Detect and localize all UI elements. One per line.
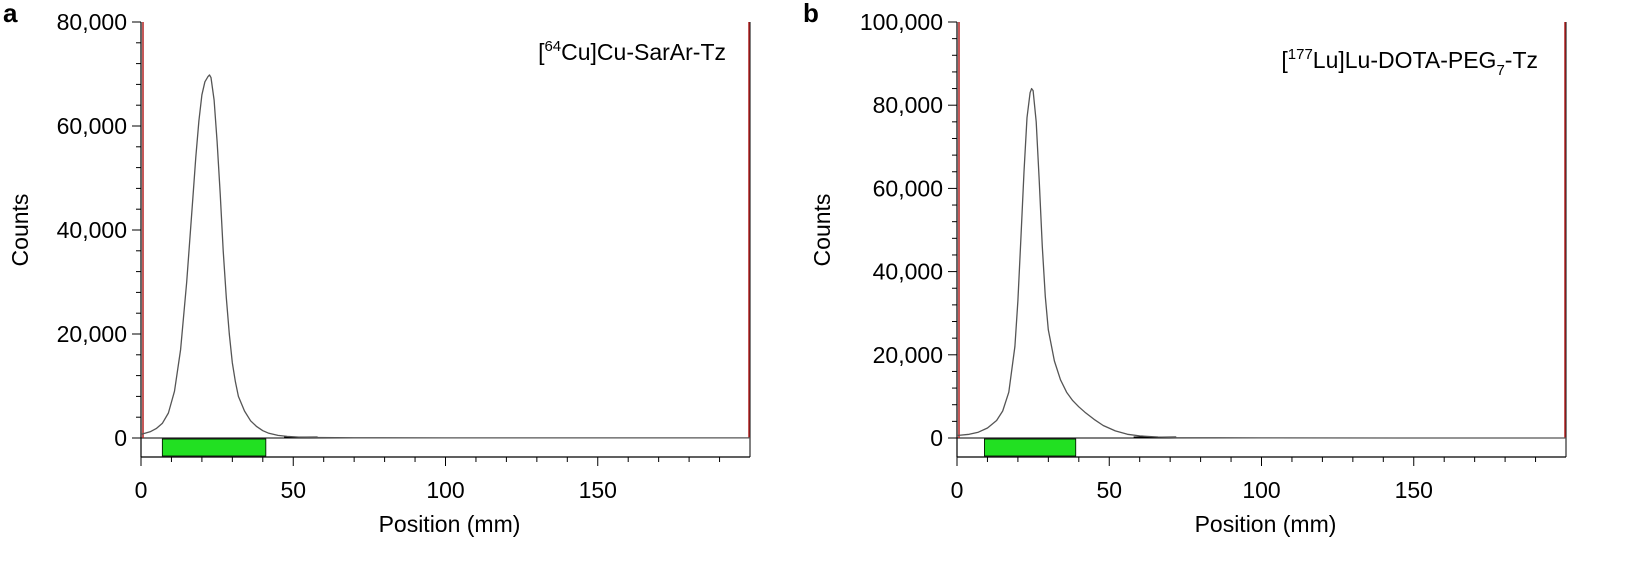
panel-a-y-tick-label: 40,000 <box>57 217 127 243</box>
panel-a-region-of-interest <box>161 438 267 457</box>
panel-a-annotation: [64Cu]Cu-SarAr-Tz <box>538 38 726 65</box>
panel-a-letter: a <box>3 0 18 28</box>
panel-b-annotation-subscript: 7 <box>1496 62 1504 79</box>
panel-b-y-tick-label: 60,000 <box>873 175 943 201</box>
panel-b-letter: b <box>803 0 819 28</box>
panel-a-x-axis-title: Position (mm) <box>379 511 521 537</box>
panel-b-annotation-text: Lu]Lu-DOTA-PEG <box>1313 47 1497 73</box>
panel-b-y-tick-label: 0 <box>930 425 943 451</box>
panel-a-y-tick-label: 60,000 <box>57 113 127 139</box>
panel-a-x-tick-label: 100 <box>426 477 464 503</box>
panel-a-y-tick-label: 80,000 <box>57 9 127 35</box>
panel-b-y-tick-label: 80,000 <box>873 92 943 118</box>
panel-a-y-tick-label: 20,000 <box>57 321 127 347</box>
panel-a-series-line-0 <box>140 74 750 439</box>
panel-b-annotation-text: -Tz <box>1505 47 1538 73</box>
panel-b-annotation: [177Lu]Lu-DOTA-PEG7-Tz <box>1281 46 1538 79</box>
panel-b-x-tick-label: 50 <box>1096 477 1122 503</box>
panel-b-y-tick-label: 40,000 <box>873 259 943 285</box>
panel-a-annotation-text: Cu]Cu-SarAr-Tz <box>561 39 726 65</box>
panel-b-x-tick-label: 0 <box>951 477 964 503</box>
panel-a-x-tick-label: 150 <box>579 477 617 503</box>
panel-a-y-tick-label: 0 <box>114 425 127 451</box>
panel-b-x-axis-title: Position (mm) <box>1195 511 1337 537</box>
panel-a-y-axis-title: Counts <box>7 194 33 267</box>
panel-b-region-of-interest <box>984 438 1077 457</box>
panel-b-y-tick-label: 20,000 <box>873 342 943 368</box>
panel-a-x-tick-label: 0 <box>135 477 148 503</box>
panel-a-x-tick-label: 50 <box>280 477 306 503</box>
panel-b-annotation-text: [ <box>1281 47 1288 73</box>
panel-a-annotation-superscript: 64 <box>544 38 561 55</box>
panel-b-x-tick-label: 150 <box>1395 477 1433 503</box>
panel-b-annotation-superscript: 177 <box>1288 46 1313 63</box>
panel-b-x-tick-label: 100 <box>1242 477 1280 503</box>
panel-a-annotation-text: [ <box>538 39 545 65</box>
panel-b-y-axis-title: Counts <box>809 194 835 267</box>
panel-b-series-line-0 <box>956 87 1566 439</box>
panel-b-y-tick-label: 100,000 <box>860 9 943 35</box>
